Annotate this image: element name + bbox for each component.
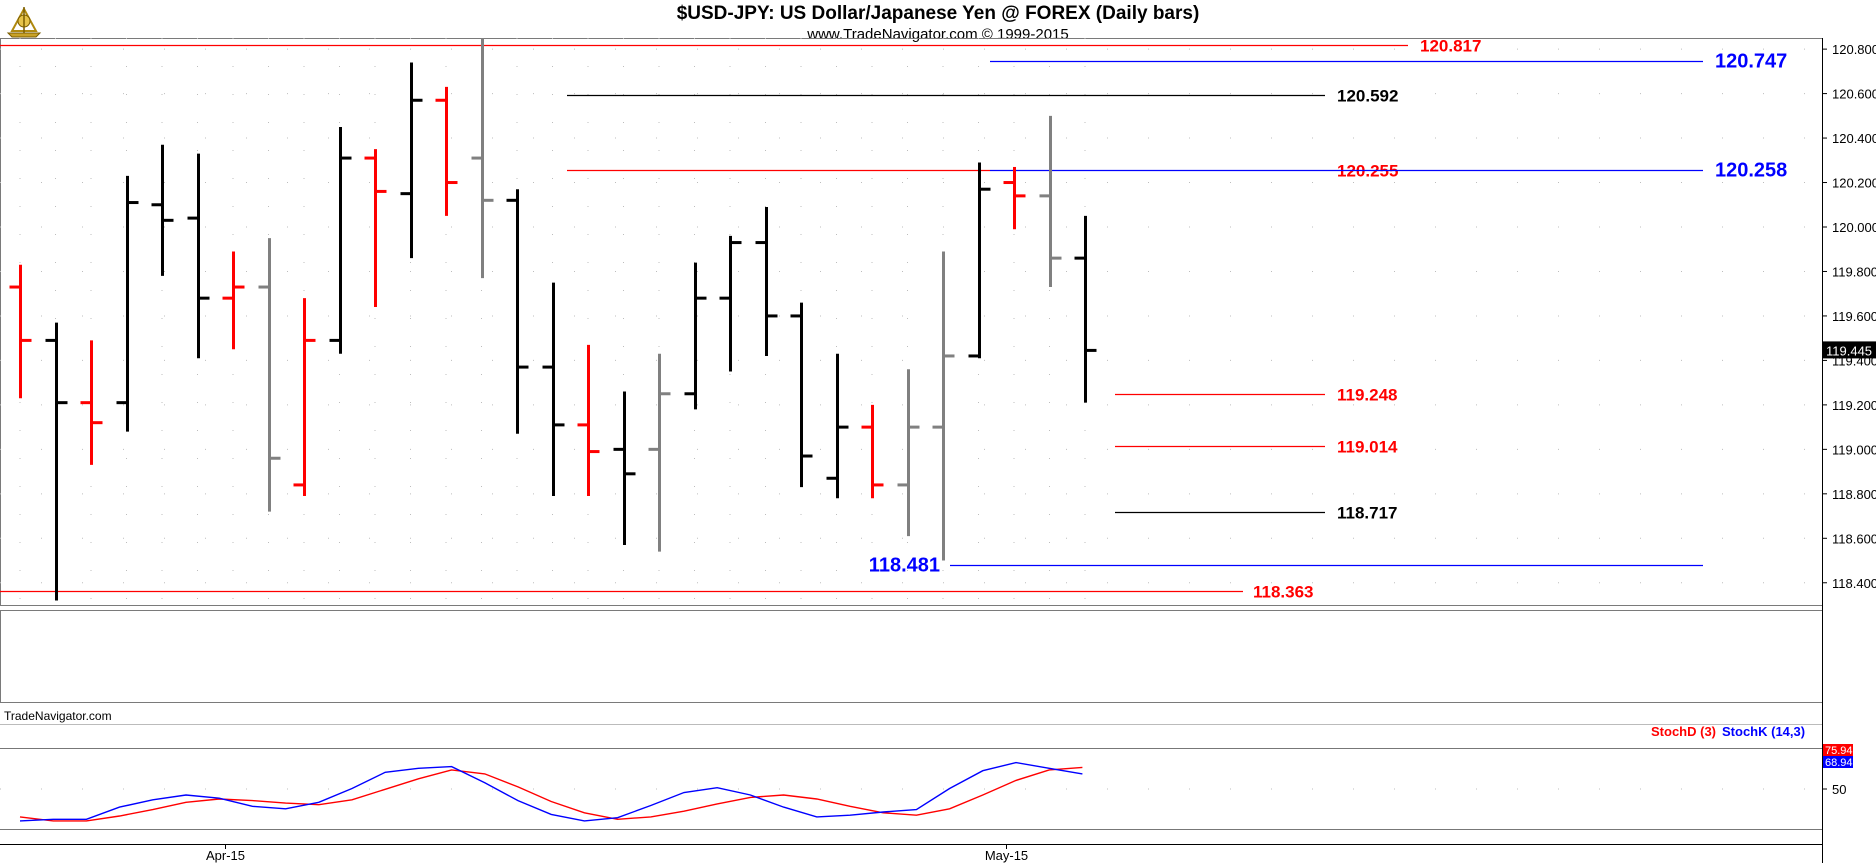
ohlc-bar xyxy=(719,235,742,372)
price-pane-frame xyxy=(0,38,1823,606)
ohlc-bar xyxy=(542,282,565,497)
ohlc-bar xyxy=(45,322,68,601)
ohlc-bar xyxy=(435,86,458,216)
ohlc-bar xyxy=(755,206,778,356)
ohlc-bar xyxy=(222,251,245,350)
level-label: 120.592 xyxy=(1337,87,1398,106)
stoch-line xyxy=(19,761,1083,822)
ohlc-bar xyxy=(968,162,991,359)
stoch-line xyxy=(19,766,1083,822)
y-tick-label: 118.400 xyxy=(1832,576,1876,591)
ohlc-bar xyxy=(116,175,139,432)
legend-entry: StochD (3) xyxy=(1651,724,1716,739)
tradenavigator-logo-icon xyxy=(6,6,42,38)
level-label: 119.248 xyxy=(1337,386,1398,405)
y-tick-label: 120.600 xyxy=(1832,87,1876,102)
ohlc-bar xyxy=(187,153,210,359)
ohlc-bar xyxy=(364,149,387,308)
ohlc-bar xyxy=(826,353,849,499)
ohlc-bar xyxy=(648,353,671,552)
ohlc-bar xyxy=(329,126,352,354)
ohlc-bar xyxy=(506,189,529,434)
level-label: 119.014 xyxy=(1337,438,1398,457)
y-tick-label: 118.600 xyxy=(1832,531,1876,546)
osc-tick-label: 50 xyxy=(1832,782,1846,797)
level-label: 118.481 xyxy=(869,555,940,577)
x-tick-label: May-15 xyxy=(985,848,1028,863)
ohlc-bar xyxy=(1003,166,1026,230)
osc-last-label: 68.94 xyxy=(1825,757,1853,769)
ohlc-bar xyxy=(1074,215,1097,403)
last-price-label: 119.445 xyxy=(1826,343,1872,358)
level-label: 118.363 xyxy=(1253,583,1314,602)
ohlc-bar xyxy=(684,262,707,410)
osc-last-label: 75.94 xyxy=(1825,745,1853,757)
level-label: 120.258 xyxy=(1715,160,1787,182)
osc-last-box xyxy=(1823,744,1853,756)
ohlc-bar xyxy=(9,264,32,399)
ohlc-bar xyxy=(471,38,494,279)
ohlc-bar xyxy=(293,298,316,497)
level-label: 118.717 xyxy=(1337,504,1398,523)
oscillator-pane-frame xyxy=(0,610,1823,703)
y-tick-label: 120.800 xyxy=(1832,42,1876,57)
y-tick-label: 119.800 xyxy=(1832,264,1876,279)
osc-last-box xyxy=(1823,756,1853,768)
ohlc-bar xyxy=(861,404,884,499)
ohlc-bar xyxy=(1039,115,1062,288)
y-tick-label: 120.000 xyxy=(1832,220,1876,235)
watermark-text: TradeNavigator.com xyxy=(4,709,112,723)
y-tick-label: 120.200 xyxy=(1832,176,1876,191)
ohlc-bar xyxy=(613,391,636,545)
legend-entry: StochK (14,3) xyxy=(1722,724,1805,739)
y-tick-label: 119.000 xyxy=(1832,442,1876,457)
y-tick-label: 119.600 xyxy=(1832,309,1876,324)
ohlc-bar xyxy=(790,302,813,488)
y-tick-label: 120.400 xyxy=(1832,131,1876,146)
y-tick-label: 118.800 xyxy=(1832,487,1876,502)
y-tick-label: 119.200 xyxy=(1832,398,1876,413)
ohlc-bar xyxy=(151,144,174,276)
level-label: 120.817 xyxy=(1420,37,1481,56)
ohlc-bar xyxy=(577,344,600,497)
x-tick-label: Apr-15 xyxy=(206,848,245,863)
ohlc-bar xyxy=(80,340,103,465)
chart-title: $USD-JPY: US Dollar/Japanese Yen @ FOREX… xyxy=(676,3,1200,24)
ohlc-bar xyxy=(897,369,920,537)
level-label: 120.747 xyxy=(1715,51,1787,73)
ohlc-bar xyxy=(258,238,281,512)
ohlc-bar xyxy=(932,251,955,561)
ohlc-bar xyxy=(400,62,423,259)
last-price-box xyxy=(1823,341,1876,359)
